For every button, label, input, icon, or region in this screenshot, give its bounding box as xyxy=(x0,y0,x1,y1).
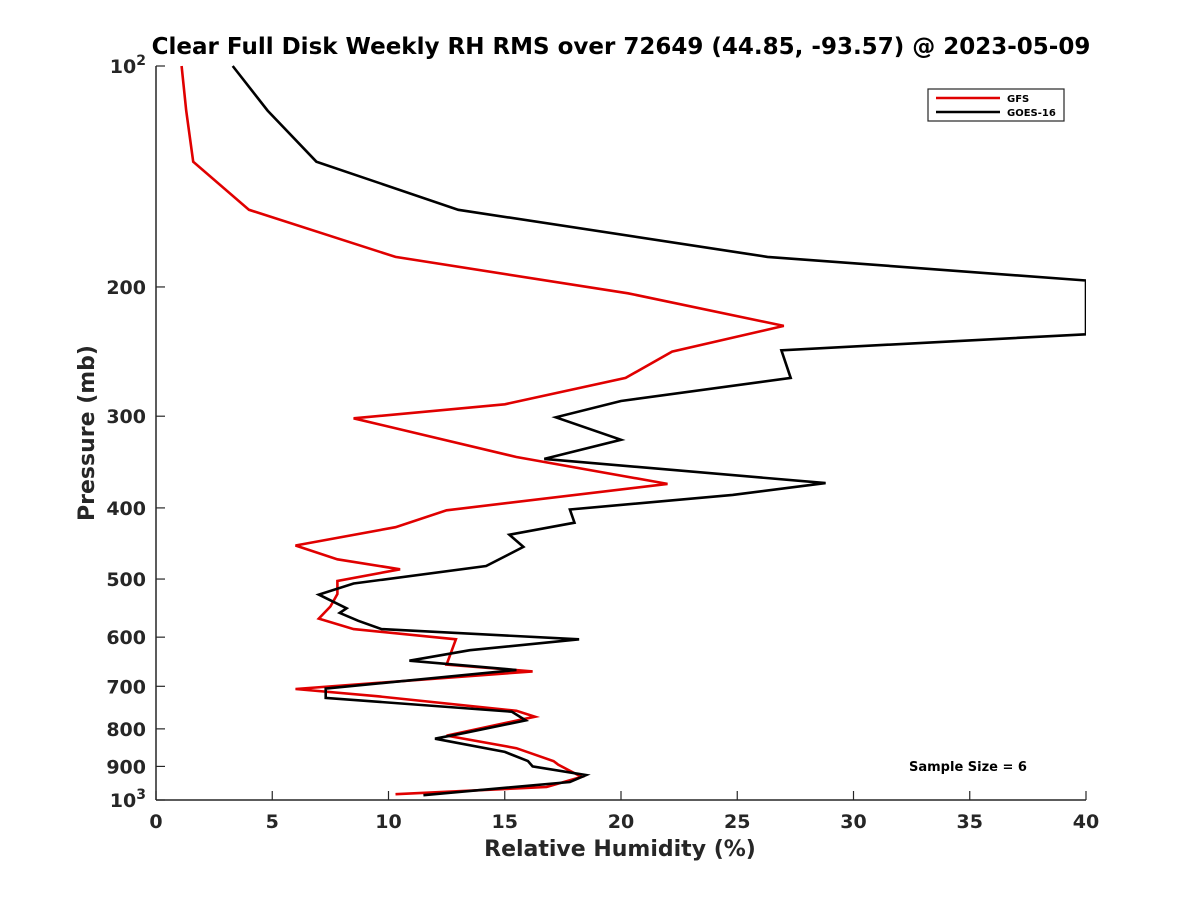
y-tick-label-6: 700 xyxy=(106,676,146,698)
chart-title: Clear Full Disk Weekly RH RMS over 72649… xyxy=(152,34,1091,60)
series-line-gfs xyxy=(180,65,785,796)
y-tick-label-2: 300 xyxy=(106,406,146,428)
x-tick-label-7: 35 xyxy=(957,811,983,833)
series-layer xyxy=(180,65,1086,797)
y-tick-label-3: 400 xyxy=(106,498,146,520)
y-tick-label-0: 102 xyxy=(110,53,146,78)
series-line-goes-16 xyxy=(231,65,1086,797)
legend-box xyxy=(927,88,1065,122)
legend: GFS GOES-16 xyxy=(927,88,1065,122)
y-axis-label: Pressure (mb) xyxy=(75,345,100,521)
y-tick-label-8: 900 xyxy=(106,756,146,778)
legend-label-gfs: GFS xyxy=(1007,94,1029,105)
y-tick-label-7: 800 xyxy=(106,719,146,741)
y-axis-ticks: 102 200 300 400 500 600 700 800 900 103 xyxy=(106,53,165,812)
y-tick-label-5: 600 xyxy=(106,627,146,649)
x-tick-label-0: 0 xyxy=(149,811,162,833)
y-tick-label-9: 103 xyxy=(110,787,146,812)
legend-label-goes-16: GOES-16 xyxy=(1007,108,1056,119)
y-tick-label-1: 200 xyxy=(106,277,146,299)
x-tick-label-4: 20 xyxy=(608,811,634,833)
sample-size-annotation: Sample Size = 6 xyxy=(909,760,1027,775)
x-axis-ticks: 0 5 10 15 20 25 30 35 40 xyxy=(149,791,1099,833)
y-tick-label-4: 500 xyxy=(106,569,146,591)
x-axis-label: Relative Humidity (%) xyxy=(484,837,756,862)
x-tick-label-8: 40 xyxy=(1073,811,1099,833)
x-tick-label-3: 15 xyxy=(492,811,518,833)
x-tick-label-5: 25 xyxy=(724,811,750,833)
x-tick-label-6: 30 xyxy=(840,811,866,833)
x-tick-label-1: 5 xyxy=(266,811,279,833)
x-tick-label-2: 10 xyxy=(375,811,401,833)
